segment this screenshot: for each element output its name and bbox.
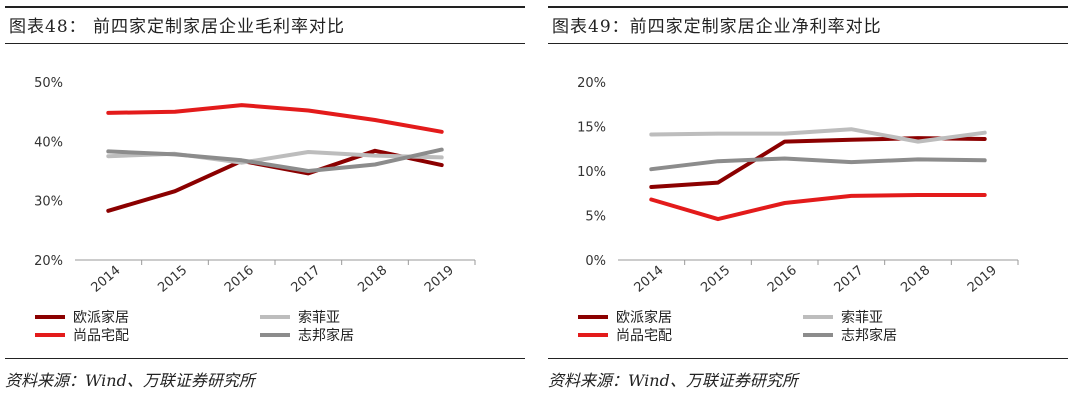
series-line-shangpin bbox=[649, 193, 987, 222]
x-tick-label: 2018 bbox=[355, 263, 390, 296]
x-tick-label: 2019 bbox=[965, 263, 1000, 296]
y-tick-label: 30% bbox=[34, 195, 63, 210]
net-margin-panel: 图表49：前四家定制家居企业净利率对比 2014 2015 2016 2017 2018… bbox=[548, 0, 1077, 402]
y-tick-label: 20% bbox=[34, 254, 63, 269]
x-tick-label: 2014 bbox=[632, 263, 667, 296]
series-line-zhibang bbox=[106, 147, 444, 173]
legend-label: 欧派家居 bbox=[616, 309, 672, 326]
x-tick-label: 2018 bbox=[898, 263, 933, 296]
series-line-suofeiya bbox=[649, 127, 987, 144]
legend-label: 索菲亚 bbox=[298, 309, 340, 326]
source-note: 资料来源：Wind、万联证券研究所 bbox=[5, 358, 525, 391]
x-tick-label: 2017 bbox=[832, 263, 867, 296]
legend-label: 欧派家居 bbox=[73, 309, 129, 326]
source-note: 资料来源：Wind、万联证券研究所 bbox=[548, 358, 1068, 391]
y-tick-label: 50% bbox=[34, 76, 63, 91]
x-tick-label: 2015 bbox=[155, 263, 190, 296]
series-line-shangpin bbox=[106, 103, 444, 134]
legend-label: 志邦家居 bbox=[841, 327, 897, 344]
legend-label: 索菲亚 bbox=[841, 309, 883, 326]
x-tick-label: 2015 bbox=[698, 263, 733, 296]
gross-margin-panel: 图表48： 前四家定制家居企业毛利率对比 2014 2015 2016 2017 201… bbox=[5, 0, 535, 402]
net-margin-chart: 2014 2015 2016 2017 2018 2019 0% 5% 10% 15% 20% 欧派家… bbox=[577, 76, 1019, 344]
y-tick-label: 20% bbox=[577, 76, 606, 91]
x-tick-label: 2019 bbox=[422, 263, 457, 296]
y-tick-label: 10% bbox=[577, 165, 606, 180]
x-tick-label: 2016 bbox=[765, 263, 800, 296]
x-tick-label: 2016 bbox=[222, 263, 257, 296]
legend-label: 尚品宅配 bbox=[73, 328, 129, 344]
x-tick-label: 2014 bbox=[89, 263, 124, 296]
series-line-zhibang bbox=[649, 156, 987, 172]
y-tick-label: 5% bbox=[585, 210, 606, 225]
legend-label: 志邦家居 bbox=[298, 327, 354, 344]
y-tick-label: 0% bbox=[585, 254, 606, 269]
legend-label: 尚品宅配 bbox=[616, 328, 672, 344]
chart-title: 图表48： 前四家定制家居企业毛利率对比 bbox=[5, 6, 525, 44]
x-tick-label: 2017 bbox=[289, 263, 324, 296]
chart-title: 图表49：前四家定制家居企业净利率对比 bbox=[548, 6, 1068, 44]
y-tick-label: 15% bbox=[577, 121, 606, 136]
gross-margin-chart: 2014 2015 2016 2017 2018 2019 20% 30% 40% 50% 欧派家居… bbox=[34, 76, 476, 344]
y-tick-label: 40% bbox=[34, 135, 63, 150]
